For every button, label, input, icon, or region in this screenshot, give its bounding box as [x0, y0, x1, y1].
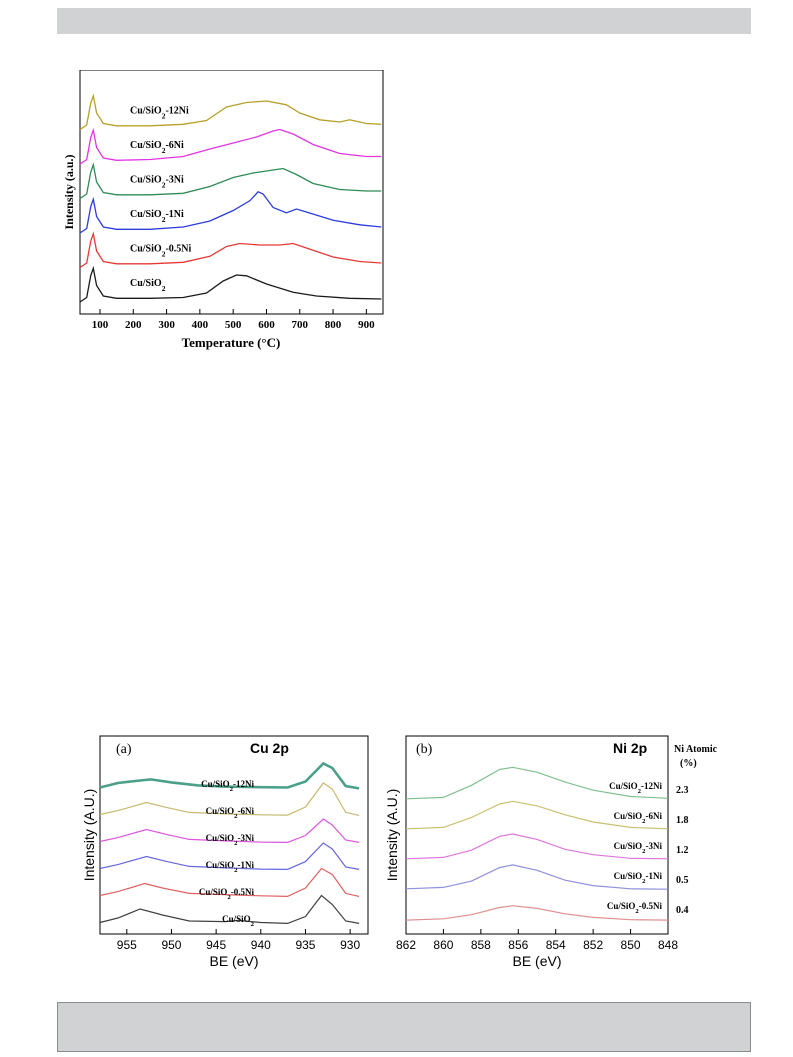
- tpr-x-axis-label: Temperature (°C): [182, 335, 281, 350]
- cu2p-panel-label: (a): [116, 742, 132, 757]
- ni2p-curve: [405, 864, 669, 890]
- cu2p-chart: (a) Cu 2p Cu/SiO2 Cu/SiO2-0.5Ni Cu/SiO2-1N…: [82, 735, 369, 969]
- ni2p-x-tick-label: 860: [433, 938, 453, 952]
- ni-atomic-value: 0.5: [676, 875, 689, 886]
- ni2p-x-tick-label: 850: [621, 938, 641, 952]
- cu2p-curve-label: Cu/SiO2: [222, 914, 255, 928]
- cu2p-x-tick-label: 950: [161, 938, 181, 952]
- cu2p-curve: [99, 818, 360, 844]
- ni2p-curve: [405, 800, 669, 830]
- ni2p-y-axis-label: Intensity (A.U.): [384, 789, 400, 882]
- ni-atomic-value: 0.4: [676, 905, 689, 916]
- tpr-curve-label: Cu/SiO2-0.5Ni: [130, 244, 191, 259]
- ni2p-x-tick-label: 858: [471, 938, 491, 952]
- cu2p-curve-label: Cu/SiO2-1Ni: [206, 860, 255, 874]
- ni2p-x-tick-label: 856: [508, 938, 528, 952]
- cu2p-title: Cu 2p: [250, 740, 289, 756]
- ni2p-x-tick-label: 852: [583, 938, 603, 952]
- cu2p-curve: [99, 867, 360, 898]
- cu2p-plot-frame: [99, 735, 369, 935]
- tpr-x-tick-label: 400: [192, 319, 209, 331]
- cu2p-curve: [99, 894, 360, 925]
- cu2p-x-tick-label: 940: [251, 938, 271, 952]
- ni2p-curve-label: Cu/SiO2-3Ni: [614, 841, 663, 855]
- tpr-x-tick-label: 500: [225, 319, 242, 331]
- tpr-x-tick-label: 900: [358, 319, 375, 331]
- ni2p-curve-label: Cu/SiO2-12Ni: [609, 781, 662, 795]
- ni2p-curve: [405, 766, 669, 800]
- header-band: [57, 8, 751, 34]
- cu2p-x-tick-label: 945: [206, 938, 226, 952]
- tpr-curve: [79, 162, 382, 200]
- tpr-plot-frame: [79, 70, 384, 315]
- cu2p-curve: [99, 761, 360, 790]
- cu2p-x-tick-label: 930: [340, 938, 360, 952]
- tpr-curve-label: Cu/SiO2-12Ni: [130, 106, 189, 121]
- ni-atomic-header-unit: (%): [680, 758, 697, 769]
- cu2p-curve-label: Cu/SiO2-3Ni: [206, 833, 255, 847]
- ni-atomic-value: 1.8: [676, 815, 689, 826]
- tpr-curve: [79, 127, 382, 165]
- cu2p-x-tick-label: 955: [117, 938, 137, 952]
- tpr-curve-label: Cu/SiO2-1Ni: [130, 209, 184, 224]
- ni2p-curve: [405, 833, 669, 860]
- cu2p-curve: [99, 842, 360, 871]
- ni2p-x-axis-label: BE (eV): [512, 953, 561, 969]
- tpr-x-tick-label: 200: [125, 319, 142, 331]
- ni2p-curve-label: Cu/SiO2-1Ni: [614, 871, 663, 885]
- tpr-y-axis-label: Intensity (a.u.): [62, 154, 76, 229]
- ni2p-panel-label: (b): [416, 742, 433, 757]
- tpr-curve: [79, 265, 382, 303]
- cu2p-curve-label: Cu/SiO2-12Ni: [201, 779, 254, 793]
- ni2p-x-tick-label: 848: [658, 938, 678, 952]
- ni-atomic-header: Ni Atomic: [674, 744, 718, 755]
- ni2p-curve: [405, 905, 669, 921]
- ni2p-title: Ni 2p: [613, 740, 647, 756]
- cu2p-x-axis-label: BE (eV): [209, 953, 258, 969]
- cu2p-x-tick-label: 935: [295, 938, 315, 952]
- ni2p-chart: (b) Ni 2p Cu/SiO2-0.5Ni Cu/SiO2-1Ni Cu/SiO…: [384, 735, 718, 969]
- footer-caption-box: [57, 1002, 751, 1052]
- ni2p-plot-frame: [405, 735, 669, 935]
- tpr-x-tick-label: 600: [258, 319, 275, 331]
- tpr-curve: [79, 191, 382, 234]
- ni2p-curve-label: Cu/SiO2-6Ni: [614, 811, 663, 825]
- tpr-curve-label: Cu/SiO2: [130, 278, 166, 293]
- cu2p-curve: [99, 782, 360, 816]
- ni2p-x-tick-label: 862: [396, 938, 416, 952]
- ni-atomic-value: 2.3: [676, 785, 689, 796]
- tpr-x-tick-label: 100: [92, 319, 109, 331]
- tpr-curve-label: Cu/SiO2-3Ni: [130, 175, 184, 190]
- ni2p-curve-label: Cu/SiO2-0.5Ni: [607, 901, 663, 915]
- tpr-x-tick-label: 800: [325, 319, 342, 331]
- tpr-chart: Cu/SiO2 Cu/SiO2-0.5Ni Cu/SiO2-1Ni Cu/SiO2-3…: [62, 70, 384, 350]
- ni2p-x-tick-label: 854: [546, 938, 566, 952]
- cu2p-y-axis-label: Intensity (A.U.): [82, 789, 97, 882]
- tpr-curve: [79, 231, 382, 269]
- cu2p-curve-label: Cu/SiO2-6Ni: [206, 806, 255, 820]
- ni-atomic-value: 1.2: [676, 845, 689, 856]
- tpr-curve-label: Cu/SiO2-6Ni: [130, 140, 184, 155]
- tpr-x-tick-label: 700: [292, 319, 309, 331]
- tpr-curve: [79, 93, 382, 131]
- cu2p-curve-label: Cu/SiO2-0.5Ni: [199, 887, 255, 901]
- tpr-x-tick-label: 300: [158, 319, 175, 331]
